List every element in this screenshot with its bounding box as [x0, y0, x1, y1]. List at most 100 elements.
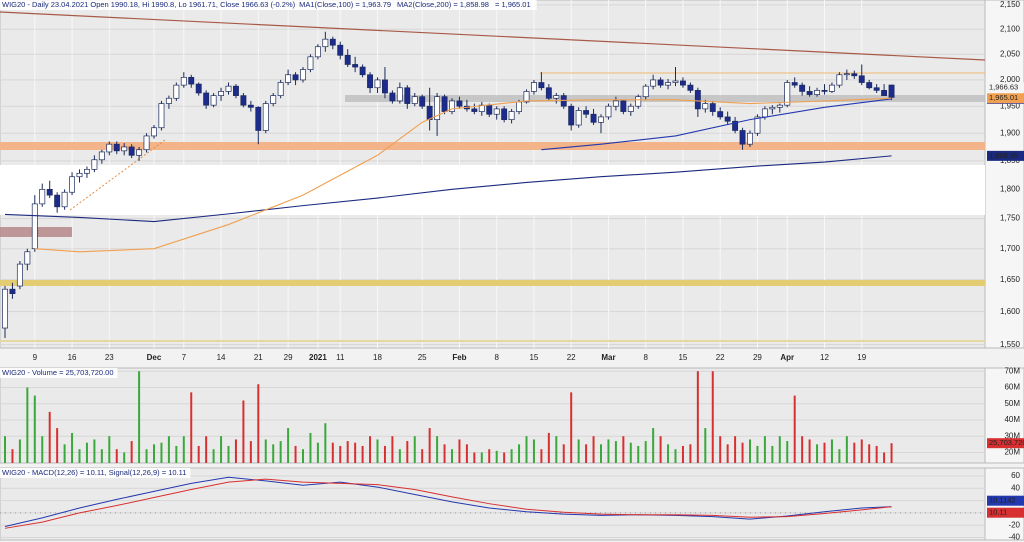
candle-body	[83, 168, 90, 174]
candle-body	[434, 96, 441, 120]
x-tick-label: 21	[254, 353, 263, 362]
candle-body	[799, 84, 806, 92]
candle-body	[426, 105, 433, 120]
candle-body	[255, 106, 262, 131]
volume-bar	[436, 436, 439, 463]
volume-bar	[816, 444, 819, 463]
candle-body	[285, 74, 292, 83]
candle-body	[2, 288, 8, 329]
volume-bar	[41, 436, 44, 463]
volume-bar	[465, 444, 468, 463]
candle-body	[374, 79, 381, 89]
volume-bar	[540, 449, 543, 463]
candle-body	[396, 87, 403, 102]
candle-body	[352, 64, 359, 68]
panel-title: WIG20 - Daily 23.04.2021 Open 1990.18, H…	[2, 0, 296, 9]
candle-body	[262, 103, 269, 131]
volume-bar	[652, 428, 655, 463]
volume-bar	[614, 441, 617, 463]
candle-body	[828, 84, 835, 92]
volume-bar	[756, 445, 759, 463]
volume-bar	[220, 436, 223, 463]
volume-bar	[495, 450, 498, 463]
x-tick-label: 8	[494, 353, 499, 362]
volume-bar	[257, 384, 260, 463]
volume-bar	[443, 444, 446, 463]
x-tick-label: 2021	[309, 353, 327, 362]
volume-bar	[853, 442, 856, 463]
volume-bar	[354, 442, 357, 463]
x-tick-label: 16	[68, 353, 77, 362]
volume-bar	[123, 452, 126, 463]
candle-body	[165, 97, 172, 104]
volume-bar	[421, 449, 424, 463]
volume-bar	[741, 442, 744, 463]
candle-body	[270, 95, 277, 104]
panel-title: WIG20 - Volume = 25,703,720.00	[2, 368, 114, 377]
volume-bar	[555, 436, 558, 463]
volume-bar	[823, 442, 826, 463]
candle-body	[657, 79, 664, 86]
candle-body	[806, 91, 813, 95]
volume-bar	[391, 436, 394, 463]
x-tick-label: Feb	[452, 353, 466, 362]
candle-body	[709, 103, 716, 112]
volume-bar	[309, 432, 312, 463]
candle-body	[791, 82, 798, 86]
volume-bar	[510, 449, 513, 463]
volume-bar	[287, 428, 290, 463]
x-tick-label: 15	[529, 353, 538, 362]
candle-body	[776, 104, 783, 108]
candle-body	[173, 84, 180, 99]
candle-body	[456, 100, 463, 107]
volume-bar	[629, 442, 632, 463]
volume-bar	[547, 432, 550, 463]
volume-bar	[883, 452, 886, 463]
legend-entry: = 1,965.01	[495, 0, 531, 9]
y-tick-label: 1,700	[1000, 244, 1021, 253]
volume-bar	[361, 445, 364, 463]
candle-body	[61, 191, 68, 208]
candle-body	[747, 132, 753, 145]
candle-body	[523, 91, 530, 103]
series-line	[34, 97, 892, 253]
end-label: 1,966.63	[989, 82, 1018, 91]
y-tick-label: 70M	[1004, 366, 1020, 375]
volume-bar	[18, 439, 21, 463]
candle-body	[545, 87, 552, 99]
candle-body	[382, 79, 388, 94]
volume-bar	[659, 436, 662, 463]
candle-body	[69, 176, 75, 193]
legend-entry: MA2(Close,200) = 1,858.98	[397, 0, 489, 9]
volume-bar	[108, 436, 111, 463]
volume-bar	[71, 432, 74, 463]
candle-body	[98, 151, 105, 161]
series-line	[4, 478, 892, 529]
volume-bar	[570, 392, 573, 463]
candle-body	[322, 38, 329, 48]
candle-body	[158, 103, 165, 129]
y-tick-label: 40	[1011, 483, 1020, 492]
candle-body	[679, 80, 686, 86]
level-band	[0, 142, 985, 150]
volume-bar	[860, 439, 863, 463]
candle-body	[821, 90, 828, 92]
y-tick-label: 1,800	[1000, 184, 1021, 193]
volume-bar	[868, 444, 871, 463]
candle-body	[277, 82, 284, 96]
volume-bar	[525, 436, 528, 463]
x-tick-label: 22	[716, 353, 725, 362]
candle-body	[732, 120, 739, 131]
end-label: 1,965.01	[989, 93, 1018, 102]
x-tick-label: Dec	[147, 353, 162, 362]
candle-body	[471, 108, 478, 112]
candle-body	[411, 96, 418, 104]
y-tick-label: 1,550	[1000, 340, 1021, 349]
candle-body	[486, 104, 493, 115]
y-tick-label: 2,100	[1000, 24, 1021, 33]
level-band	[345, 95, 985, 102]
candle-body	[873, 87, 880, 91]
candle-body	[404, 87, 411, 104]
candle-body	[843, 73, 850, 76]
